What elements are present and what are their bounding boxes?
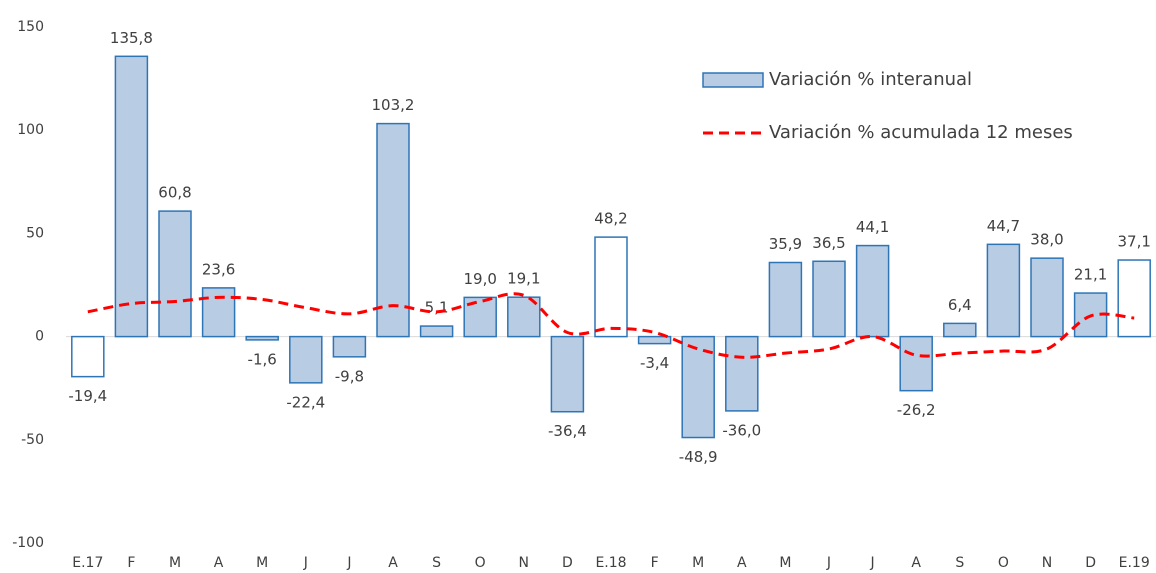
x-tick-label: A (911, 555, 921, 571)
value-label: 44,1 (856, 218, 889, 236)
y-tick-label: 0 (35, 329, 44, 345)
value-label: 5,1 (425, 299, 449, 317)
bar (245, 335, 279, 341)
value-label: -36,0 (722, 421, 761, 439)
bar (550, 335, 585, 413)
value-label: 36,5 (812, 234, 845, 252)
bar (943, 322, 977, 338)
value-label: -9,8 (335, 367, 364, 385)
bar (594, 236, 628, 338)
x-tick-label: O (998, 555, 1009, 571)
x-tick-label: D (562, 555, 573, 571)
x-tick-label: M (169, 555, 181, 571)
value-label: 21,1 (1074, 266, 1107, 284)
x-tick-label: F (651, 555, 659, 571)
value-label: 44,7 (987, 217, 1020, 235)
value-label: 48,2 (594, 210, 627, 228)
bar (637, 335, 672, 345)
value-label: 103,2 (372, 96, 415, 114)
x-tick-label: N (1042, 555, 1052, 571)
x-tick-label: A (388, 555, 398, 571)
x-tick-label: M (779, 555, 791, 571)
line (87, 292, 1135, 359)
bar (855, 244, 890, 338)
value-label: 19,1 (507, 270, 540, 288)
value-label: -19,4 (68, 387, 107, 405)
x-tick-label: F (127, 555, 135, 571)
y-tick-label: 100 (17, 122, 44, 138)
bar (114, 55, 149, 338)
bar (725, 335, 759, 412)
bar (71, 335, 105, 378)
bar (289, 335, 323, 384)
value-label: 38,0 (1030, 231, 1063, 249)
x-tick-label: O (475, 555, 486, 571)
value-label: -3,4 (640, 354, 669, 372)
value-label: 6,4 (948, 296, 972, 314)
x-tick-label: J (346, 555, 351, 571)
y-tick-label: -100 (12, 535, 44, 551)
bar (986, 243, 1021, 338)
bar (812, 260, 846, 338)
legend-label: Variación % interanual (769, 69, 972, 90)
x-tick-label: J (870, 555, 875, 571)
bar (376, 122, 410, 338)
x-tick-label: E.18 (595, 555, 626, 571)
x-tick-label: M (692, 555, 704, 571)
bar (1117, 259, 1151, 338)
bar (201, 287, 236, 338)
legend-label: Variación % acumulada 12 meses (769, 122, 1073, 143)
value-label: -1,6 (248, 350, 277, 368)
value-label: -26,2 (897, 401, 936, 419)
value-label: -22,4 (286, 393, 325, 411)
x-tick-label: J (303, 555, 308, 571)
value-label: 135,8 (110, 29, 153, 47)
bar (158, 210, 192, 338)
x-tick-label: E.19 (1119, 555, 1150, 571)
legend-swatch (702, 72, 764, 88)
value-label: 19,0 (463, 270, 496, 288)
x-tick-label: D (1085, 555, 1096, 571)
bar (332, 335, 367, 358)
bar (1030, 257, 1064, 338)
x-tick-label: J (826, 555, 831, 571)
y-tick-label: -50 (21, 432, 44, 448)
bar (768, 261, 803, 338)
y-tick-label: 50 (26, 225, 44, 241)
x-tick-label: M (256, 555, 268, 571)
y-tick-label: 150 (17, 19, 44, 35)
x-tick-label: A (214, 555, 224, 571)
x-tick-label: N (519, 555, 529, 571)
value-label: 37,1 (1117, 233, 1150, 251)
value-label: 35,9 (769, 235, 802, 253)
x-tick-label: S (955, 555, 964, 571)
x-tick-label: E.17 (72, 555, 103, 571)
value-label: -48,9 (679, 448, 718, 466)
value-label: 60,8 (158, 184, 191, 202)
bar (681, 335, 715, 439)
value-label: 23,6 (202, 260, 235, 278)
bar (899, 335, 933, 392)
value-label: -36,4 (548, 422, 587, 440)
x-tick-label: S (432, 555, 441, 571)
x-tick-label: A (737, 555, 747, 571)
bar (419, 325, 454, 338)
